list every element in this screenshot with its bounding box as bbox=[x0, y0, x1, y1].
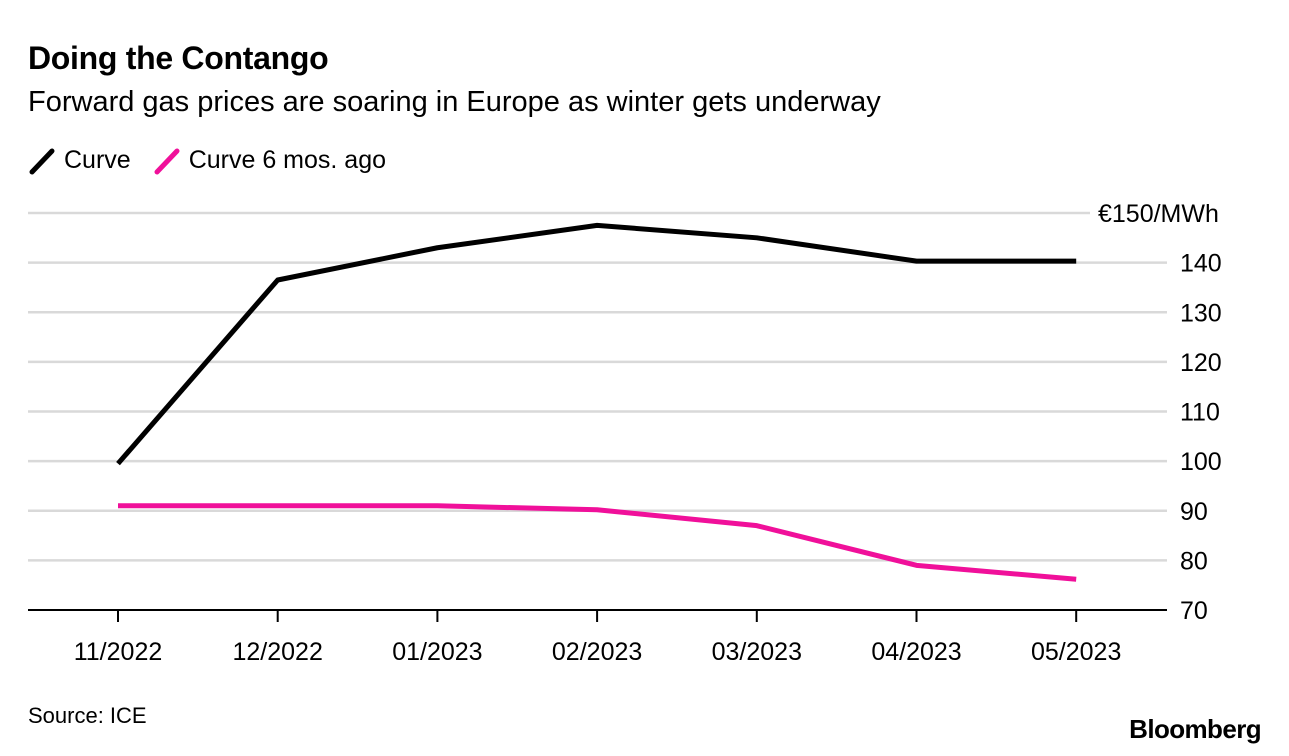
x-tick-label-03/2023: 03/2023 bbox=[712, 638, 802, 666]
x-tick-label-05/2023: 05/2023 bbox=[1031, 638, 1121, 666]
legend-swatch-curve-icon bbox=[29, 148, 55, 174]
x-axis-labels: 11/2022 12/2022 01/2023 02/2023 03/2023 04/20… bbox=[74, 638, 1122, 666]
gridlines bbox=[28, 211, 1167, 562]
source-note: Source: ICE bbox=[28, 703, 147, 728]
legend-swatch-curve-6mo-icon bbox=[154, 148, 180, 174]
chart-title: Doing the Contango bbox=[28, 40, 329, 76]
y-axis-labels: 70 80 90 100 110 120 130 140 €150/MWh bbox=[1098, 200, 1222, 625]
y-tick-label-110: 110 bbox=[1180, 399, 1220, 427]
chart-subtitle: Forward gas prices are soaring in Europe… bbox=[28, 86, 881, 118]
y-tick-label-90: 90 bbox=[1180, 498, 1208, 526]
x-tick-label-12/2022: 12/2022 bbox=[233, 638, 323, 666]
y-tick-label-140: 140 bbox=[1180, 250, 1222, 278]
x-tick-label-04/2023: 04/2023 bbox=[871, 638, 961, 666]
x-tick-label-11/2022: 11/2022 bbox=[74, 638, 163, 666]
legend-swatch-line-curve bbox=[29, 148, 55, 174]
bloomberg-logo: Bloomberg bbox=[1129, 714, 1261, 744]
x-tick-label-01/2023: 01/2023 bbox=[392, 638, 482, 666]
x-axis bbox=[28, 609, 1167, 622]
legend: Curve Curve 6 mos. ago bbox=[28, 146, 408, 175]
y-tick-label-150: €150/MWh bbox=[1098, 200, 1219, 228]
legend-swatch-line-curve-6mo bbox=[154, 148, 180, 174]
legend-item-curve-6mo: Curve 6 mos. ago bbox=[153, 146, 386, 175]
legend-label-curve-6mo: Curve 6 mos. ago bbox=[188, 146, 387, 174]
y-tick-label-100: 100 bbox=[1180, 448, 1222, 476]
legend-item-curve: Curve bbox=[28, 146, 131, 175]
y-tick-label-130: 130 bbox=[1180, 299, 1222, 327]
series-line-curve-6-mos-ago bbox=[118, 503, 1077, 582]
x-tick-label-02/2023: 02/2023 bbox=[552, 638, 642, 666]
y-tick-label-120: 120 bbox=[1180, 349, 1222, 377]
series-lines bbox=[116, 222, 1077, 582]
legend-label-curve: Curve bbox=[64, 146, 131, 174]
y-tick-label-80: 80 bbox=[1180, 547, 1208, 575]
series-line-curve bbox=[116, 222, 1077, 466]
y-tick-label-70: 70 bbox=[1180, 597, 1208, 625]
